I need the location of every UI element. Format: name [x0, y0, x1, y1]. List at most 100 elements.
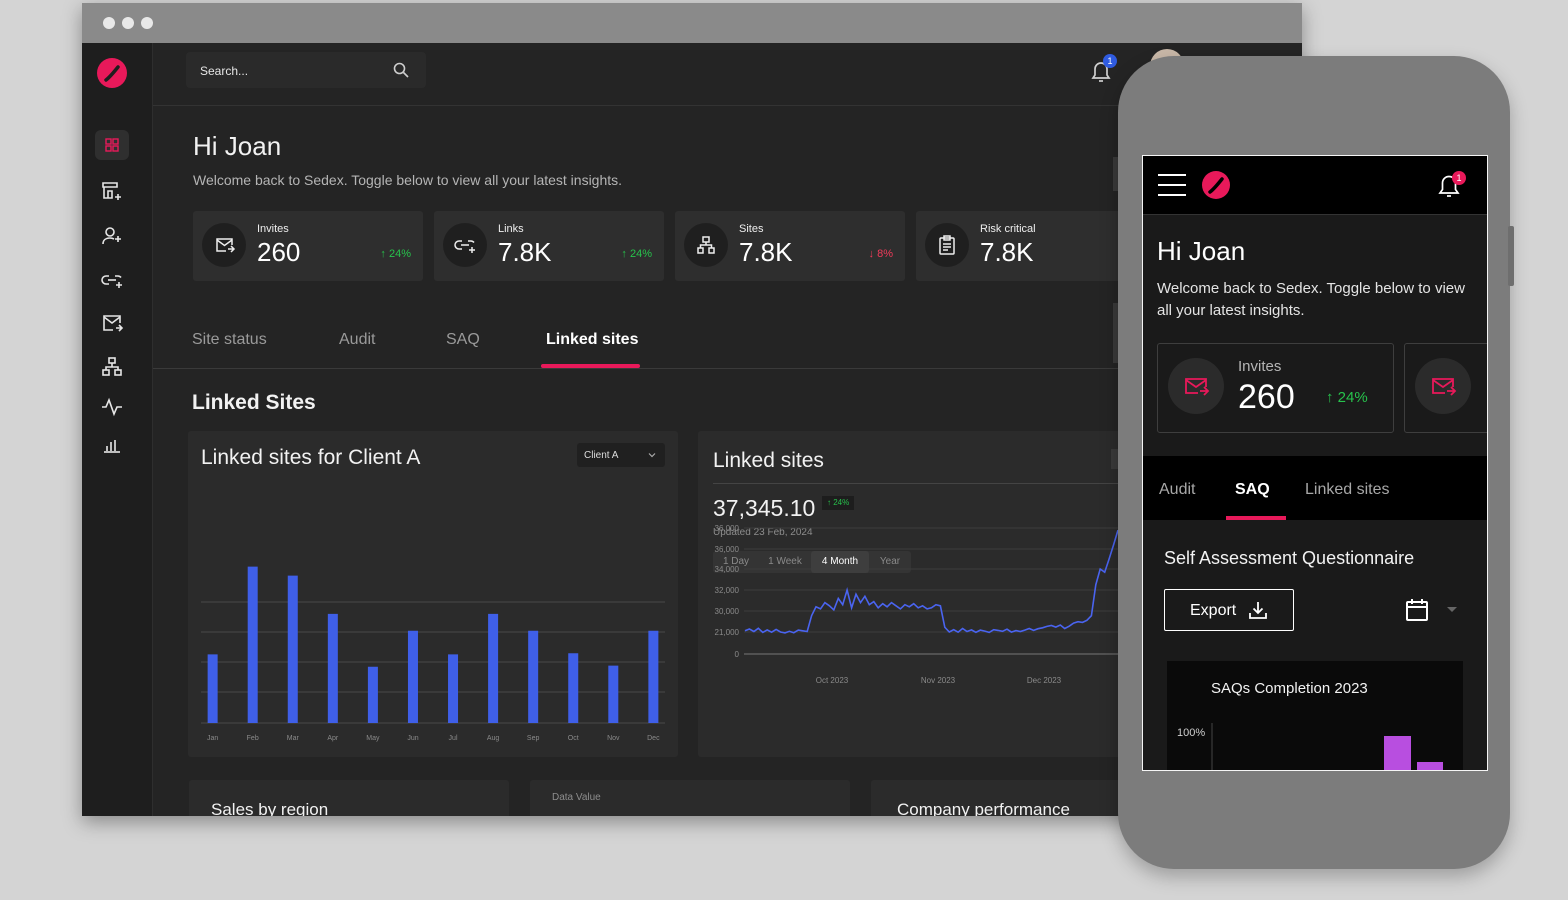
- phone-side-button: [1508, 226, 1514, 286]
- sidebar-item-links[interactable]: [100, 268, 124, 292]
- saq-bar[interactable]: [1384, 736, 1411, 771]
- sidebar-item-hierarchy[interactable]: [100, 355, 124, 379]
- calendar-icon[interactable]: [1405, 598, 1429, 622]
- panel-menu-button[interactable]: [1111, 449, 1121, 469]
- stat-change: ↑ 24%: [1326, 389, 1368, 406]
- mail-send-icon: [103, 315, 124, 332]
- mail-send-icon: [1185, 378, 1210, 396]
- client-select[interactable]: Client A: [577, 443, 665, 467]
- sidebar-item-invites[interactable]: [100, 311, 124, 335]
- mobile-notification-bell[interactable]: 1: [1437, 170, 1466, 200]
- range-1-day[interactable]: 1 Day: [722, 556, 750, 567]
- bar-sep[interactable]: [528, 630, 539, 723]
- search-input[interactable]: [198, 52, 392, 90]
- sidebar-item-activity[interactable]: [100, 395, 124, 419]
- stat-icon-circle: [1415, 358, 1471, 414]
- hamburger-menu-icon[interactable]: [1158, 173, 1186, 197]
- mobile-header: 1: [1143, 156, 1487, 215]
- x-tick-label: Jun: [407, 735, 418, 742]
- top-bar: 1: [153, 43, 1302, 106]
- bell-icon: [1091, 62, 1111, 82]
- y-tick-label: 36,000: [715, 545, 740, 554]
- panel-title: Company performance: [897, 800, 1070, 816]
- client-chart-panel: Linked sites for Client A Client A Jan Fe…: [188, 431, 678, 757]
- stat-change: ↑ 24%: [380, 248, 411, 260]
- stat-label: Invites: [257, 223, 289, 235]
- stat-change-value: 24%: [388, 248, 411, 260]
- bar-feb[interactable]: [247, 566, 258, 723]
- bar-jul[interactable]: [448, 654, 459, 723]
- bar-nov[interactable]: [608, 665, 619, 723]
- notification-badge: 1: [1452, 171, 1466, 185]
- export-button[interactable]: Export: [1164, 589, 1294, 631]
- series-line: [744, 529, 1119, 634]
- bar-apr[interactable]: [327, 613, 338, 723]
- stat-value: 260: [1238, 378, 1295, 416]
- bar-oct[interactable]: [568, 653, 579, 723]
- stat-label: Invites: [1238, 358, 1282, 375]
- bar-aug[interactable]: [488, 613, 499, 723]
- window-dot-minimize[interactable]: [122, 17, 134, 29]
- page-subtitle: Welcome back to Sedex. Toggle below to v…: [193, 172, 623, 188]
- x-tick-label: May: [366, 735, 380, 742]
- sedex-logo[interactable]: [97, 58, 127, 88]
- tab-saq[interactable]: SAQ: [446, 331, 480, 348]
- stat-change: ↑ 24%: [621, 248, 652, 260]
- bar-mar[interactable]: [287, 575, 298, 723]
- stat-icon-circle: [925, 223, 969, 267]
- sidebar-item-sites[interactable]: [100, 179, 124, 203]
- active-tab-indicator: [1226, 516, 1286, 520]
- user-add-icon: [102, 227, 121, 245]
- mobile-stat-card-next[interactable]: [1404, 343, 1487, 433]
- activity-icon: [102, 397, 122, 417]
- stat-value: 7.8K: [980, 237, 1034, 267]
- tab-audit[interactable]: Audit: [1159, 481, 1196, 498]
- stat-label: Links: [498, 223, 524, 235]
- arrow-up-icon: ↑: [621, 248, 627, 260]
- range-1-week[interactable]: 1 Week: [768, 556, 802, 567]
- stat-card-risk-critical[interactable]: Risk critical 7.8K ↑: [916, 211, 1146, 281]
- mobile-stat-card-invites[interactable]: Invites 260 ↑ 24%: [1157, 343, 1394, 433]
- stat-card-links[interactable]: Links 7.8K ↑ 24%: [434, 211, 664, 281]
- export-button-label: Export: [1190, 602, 1237, 619]
- arrow-up-icon: ↑: [827, 498, 831, 507]
- bar-may[interactable]: [367, 666, 378, 723]
- tab-linked-sites[interactable]: Linked sites: [1305, 481, 1390, 498]
- tab-site-status[interactable]: Site status: [192, 331, 267, 348]
- sidebar-item-dashboard[interactable]: [95, 130, 129, 160]
- tab-saq[interactable]: SAQ: [1235, 481, 1270, 498]
- x-tick-label: Feb: [247, 735, 259, 742]
- x-tick-label: Oct 2023: [816, 676, 849, 685]
- bar-dec[interactable]: [648, 630, 659, 723]
- caret-down-icon[interactable]: [1446, 606, 1458, 614]
- arrow-up-icon: ↑: [380, 248, 386, 260]
- stat-change-value: 24%: [629, 248, 652, 260]
- y-tick-label: 34,000: [715, 565, 740, 574]
- y-tick-label: 30,000: [715, 607, 740, 616]
- bar-jan[interactable]: [207, 654, 218, 723]
- sidebar-item-users[interactable]: [100, 224, 124, 248]
- bar-jun[interactable]: [407, 630, 418, 723]
- range-4-month[interactable]: 4 Month: [811, 551, 869, 573]
- stat-change-value: 8%: [877, 248, 893, 260]
- x-tick-label: Apr: [327, 735, 339, 742]
- range-year[interactable]: Year: [879, 556, 901, 567]
- saq-bar[interactable]: [1417, 762, 1443, 771]
- tab-linked-sites[interactable]: Linked sites: [546, 331, 639, 348]
- stat-card-invites[interactable]: Invites 260 ↑ 24%: [193, 211, 423, 281]
- search-icon[interactable]: [392, 61, 410, 79]
- notification-bell[interactable]: 1: [1088, 54, 1117, 85]
- side-handle[interactable]: [1113, 303, 1121, 363]
- side-handle[interactable]: [1113, 157, 1121, 191]
- sedex-logo[interactable]: [1202, 171, 1230, 199]
- grid-icon: [105, 138, 119, 152]
- sidebar-item-reports[interactable]: [100, 433, 124, 457]
- tab-audit[interactable]: Audit: [339, 331, 376, 348]
- stat-card-sites[interactable]: Sites 7.8K ↓ 8%: [675, 211, 905, 281]
- x-tick-label: Jul: [449, 735, 458, 742]
- download-icon: [1249, 602, 1267, 619]
- x-tick-label: Oct: [568, 735, 579, 742]
- window-dot-maximize[interactable]: [141, 17, 153, 29]
- dashboard-app: 1 Hi Joan Welcome back to Sedex. Toggle …: [82, 43, 1302, 816]
- window-dot-close[interactable]: [103, 17, 115, 29]
